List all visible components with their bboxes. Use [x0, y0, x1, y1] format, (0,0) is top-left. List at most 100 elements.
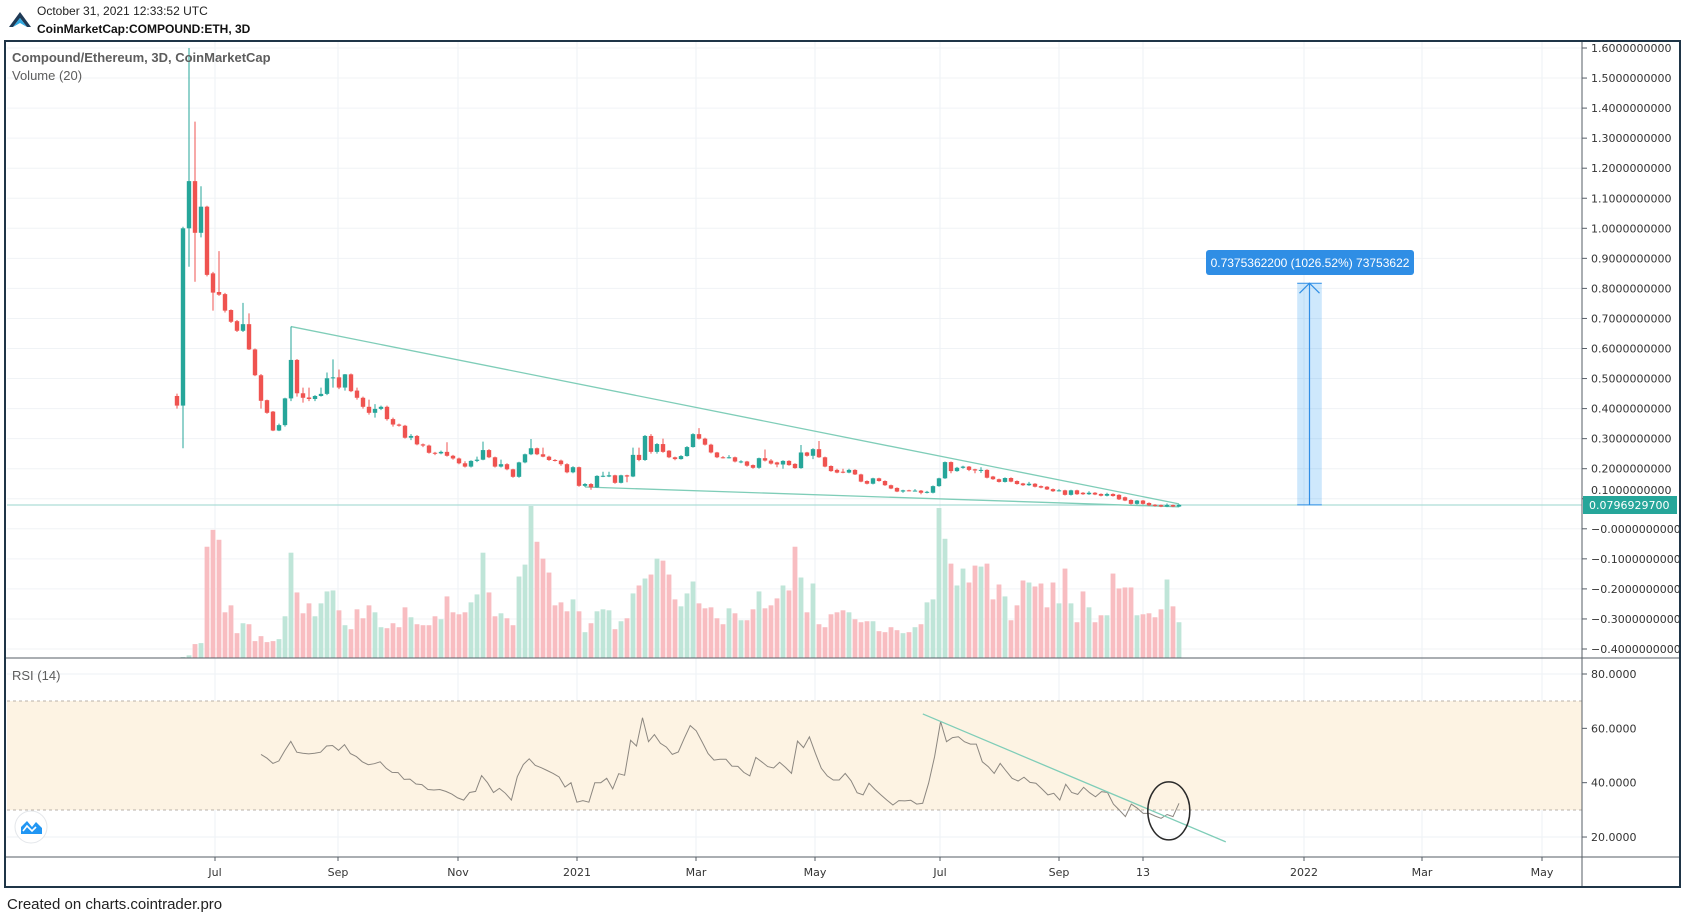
- candle: [750, 464, 756, 469]
- candle: [186, 48, 192, 267]
- candle-body: [828, 465, 834, 472]
- volume-bar: [780, 585, 786, 658]
- volume-bar: [846, 612, 852, 658]
- candle: [504, 463, 510, 471]
- candle: [918, 490, 924, 495]
- candle-body: [846, 469, 852, 473]
- rsi-trendline[interactable]: [922, 713, 1227, 843]
- rsi-axis-label: 20.0000: [1591, 831, 1637, 844]
- volume-bar: [276, 639, 282, 658]
- candle: [330, 359, 336, 388]
- rsi-hand-drawn-circle[interactable]: [1147, 781, 1191, 841]
- volume-bar: [582, 632, 588, 658]
- candle: [756, 457, 762, 469]
- candle: [354, 387, 360, 400]
- candle-body: [540, 454, 546, 457]
- cloud-chart-icon: [21, 821, 42, 834]
- candle: [990, 475, 996, 480]
- candle: [552, 459, 558, 462]
- volume-bar: [1080, 591, 1086, 658]
- candle-body: [978, 469, 984, 471]
- volume-bar: [192, 644, 198, 658]
- lower-trendline[interactable]: [584, 486, 1180, 508]
- volume-bar: [612, 629, 618, 658]
- candle-body: [708, 444, 714, 453]
- candle: [384, 405, 390, 421]
- candle-body: [816, 449, 822, 458]
- candle-body: [1044, 486, 1050, 490]
- volume-bar: [540, 558, 546, 658]
- candle-body: [732, 457, 738, 462]
- candle-body: [1116, 494, 1122, 500]
- candle-body: [822, 457, 828, 467]
- candle-body: [366, 406, 372, 413]
- volume-bar: [888, 627, 894, 658]
- candle: [720, 456, 726, 459]
- volume-bar: [960, 568, 966, 658]
- drawings[interactable]: [290, 325, 1180, 508]
- candle: [786, 460, 792, 466]
- volume-bar: [924, 602, 930, 658]
- candle: [342, 374, 348, 391]
- candle: [276, 423, 282, 432]
- candle: [876, 477, 882, 482]
- volume-bar: [732, 613, 738, 658]
- price-axis-label: 0.7000000000: [1591, 312, 1671, 325]
- candle-body: [1134, 500, 1140, 504]
- candle: [666, 450, 672, 459]
- candle-body: [468, 460, 474, 467]
- candle-body: [552, 459, 558, 461]
- candle: [1170, 504, 1176, 508]
- price-label-bg: [1588, 582, 1678, 595]
- candle-body: [870, 478, 876, 484]
- candle: [396, 423, 402, 427]
- candle: [948, 461, 954, 474]
- candle: [822, 456, 828, 468]
- candle-body: [174, 395, 180, 406]
- volume-bar: [792, 546, 798, 658]
- volume-bar: [204, 546, 210, 658]
- candle-body: [282, 398, 288, 426]
- volume-bar: [1104, 615, 1110, 658]
- candle: [360, 396, 366, 409]
- candle-body: [354, 390, 360, 398]
- volume-bar: [816, 624, 822, 658]
- candle: [702, 437, 708, 446]
- volume-bar: [588, 623, 594, 658]
- candle-body: [324, 378, 330, 394]
- volume-bar: [912, 627, 918, 658]
- candle: [810, 448, 816, 460]
- volume-bar: [1140, 614, 1146, 658]
- candle-body: [834, 469, 840, 473]
- price-axis-label: 1.4000000000: [1591, 102, 1671, 115]
- volume-bar: [762, 608, 768, 658]
- candle-body: [804, 452, 810, 456]
- time-axis-label: 13: [1136, 866, 1150, 879]
- volume-bar: [558, 602, 564, 658]
- candle: [588, 483, 594, 490]
- candle-body: [954, 467, 960, 472]
- candle-body: [462, 463, 468, 467]
- candle-body: [228, 310, 234, 322]
- volume-bar: [996, 584, 1002, 658]
- candle: [390, 417, 396, 427]
- candle: [1092, 492, 1098, 496]
- measure-tool[interactable]: 0.7375362200 (1026.52%) 73753622: [1206, 250, 1414, 506]
- volume-bar: [630, 593, 636, 658]
- candle: [1062, 489, 1068, 496]
- candle-body: [1158, 505, 1164, 507]
- candle: [744, 460, 750, 467]
- candle: [774, 461, 780, 468]
- candle: [792, 463, 798, 469]
- volume-bar: [258, 636, 264, 658]
- candle-body: [792, 463, 798, 469]
- upper-trendline[interactable]: [290, 325, 1180, 505]
- candle: [1026, 481, 1032, 486]
- candle: [942, 461, 948, 479]
- price-axis-label: 0.8000000000: [1591, 282, 1671, 295]
- candle-body: [1128, 499, 1134, 504]
- axes[interactable]: 1.6000000000 1.5000000000 1.4000000000 1.30…: [207, 42, 1681, 879]
- tradingview-logo-button[interactable]: [14, 810, 48, 844]
- volume-bar: [840, 610, 846, 658]
- candle: [840, 468, 846, 474]
